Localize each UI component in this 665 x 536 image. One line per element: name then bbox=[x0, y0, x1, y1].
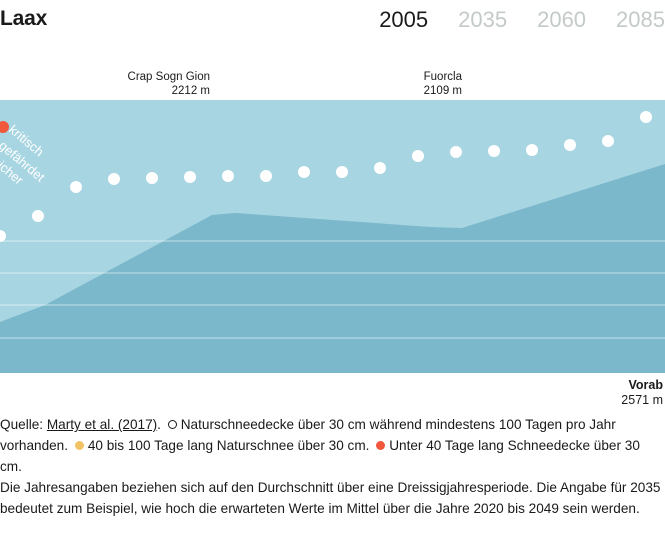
light-snow-zone bbox=[0, 100, 665, 322]
source-link[interactable]: Marty et al. (2017) bbox=[46, 417, 158, 432]
snow-dot-white[interactable] bbox=[488, 145, 500, 157]
year-tab-2085[interactable]: 2085 bbox=[616, 7, 665, 32]
pass-label-crap-sogn-gion: Crap Sogn Gion 2212 m bbox=[110, 70, 210, 98]
snow-dot-white[interactable] bbox=[0, 230, 6, 242]
snow-dot-white[interactable] bbox=[640, 111, 652, 123]
snow-dot-white[interactable] bbox=[108, 173, 120, 185]
chart-caption: Quelle: Marty et al. (2017). Naturschnee… bbox=[0, 417, 661, 516]
snow-dot-white[interactable] bbox=[70, 181, 82, 193]
endpoint-label-vorab: Vorab 2571 m bbox=[621, 378, 663, 408]
snow-dot-white[interactable] bbox=[298, 166, 310, 178]
snow-dot-white[interactable] bbox=[184, 171, 196, 183]
year-tab-2035[interactable]: 2035 bbox=[458, 7, 508, 32]
snow-dot-white[interactable] bbox=[260, 170, 272, 182]
snow-dot-white[interactable] bbox=[450, 146, 462, 158]
endpoint-elevation: 2571 m bbox=[621, 393, 663, 407]
snow-dot-white[interactable] bbox=[374, 162, 386, 174]
snow-dot-white[interactable] bbox=[526, 144, 538, 156]
pass-label-fuorcla: Fuorcla 2109 m bbox=[380, 70, 462, 98]
snow-dot-white[interactable] bbox=[564, 139, 576, 151]
legend-yellow-dot-icon bbox=[74, 441, 84, 450]
year-tab-2060[interactable]: 2060 bbox=[537, 7, 587, 32]
snow-dot-white[interactable] bbox=[602, 135, 614, 147]
legend-red-text: Unter 40 Tage lang Schneedecke über 30 c… bbox=[0, 438, 640, 474]
page-title: Laax bbox=[0, 7, 48, 30]
snow-dot-white[interactable] bbox=[32, 210, 44, 222]
snow-dot-red[interactable] bbox=[0, 121, 9, 133]
snow-dot-white[interactable] bbox=[222, 170, 234, 182]
caption-note: Die Jahresangaben beziehen sich auf den … bbox=[0, 480, 661, 516]
snow-dot-white[interactable] bbox=[336, 166, 348, 178]
pass-elevation: 2212 m bbox=[171, 85, 210, 97]
legend-yellow-text: 40 bis 100 Tage lang Naturschnee über 30… bbox=[87, 438, 370, 453]
legend-red-dot-icon bbox=[376, 441, 386, 450]
legend-white-dot-icon bbox=[167, 420, 177, 429]
pass-name: Fuorcla bbox=[423, 71, 462, 83]
endpoint-name: Vorab bbox=[628, 378, 664, 392]
pass-name: Crap Sogn Gion bbox=[127, 71, 210, 83]
snow-dots bbox=[0, 111, 652, 242]
pass-elevation: 2109 m bbox=[423, 85, 462, 97]
chart-gridlines bbox=[0, 240, 665, 339]
year-selector: 2005 2035 2060 2085 bbox=[379, 7, 665, 33]
source-prefix: Quelle: bbox=[0, 417, 47, 432]
snow-dot-white[interactable] bbox=[146, 172, 158, 184]
year-tab-2005[interactable]: 2005 bbox=[379, 7, 429, 32]
legend-white-text: Naturschneedecke über 30 cm während mind… bbox=[0, 417, 616, 453]
snow-dot-white[interactable] bbox=[412, 150, 424, 162]
